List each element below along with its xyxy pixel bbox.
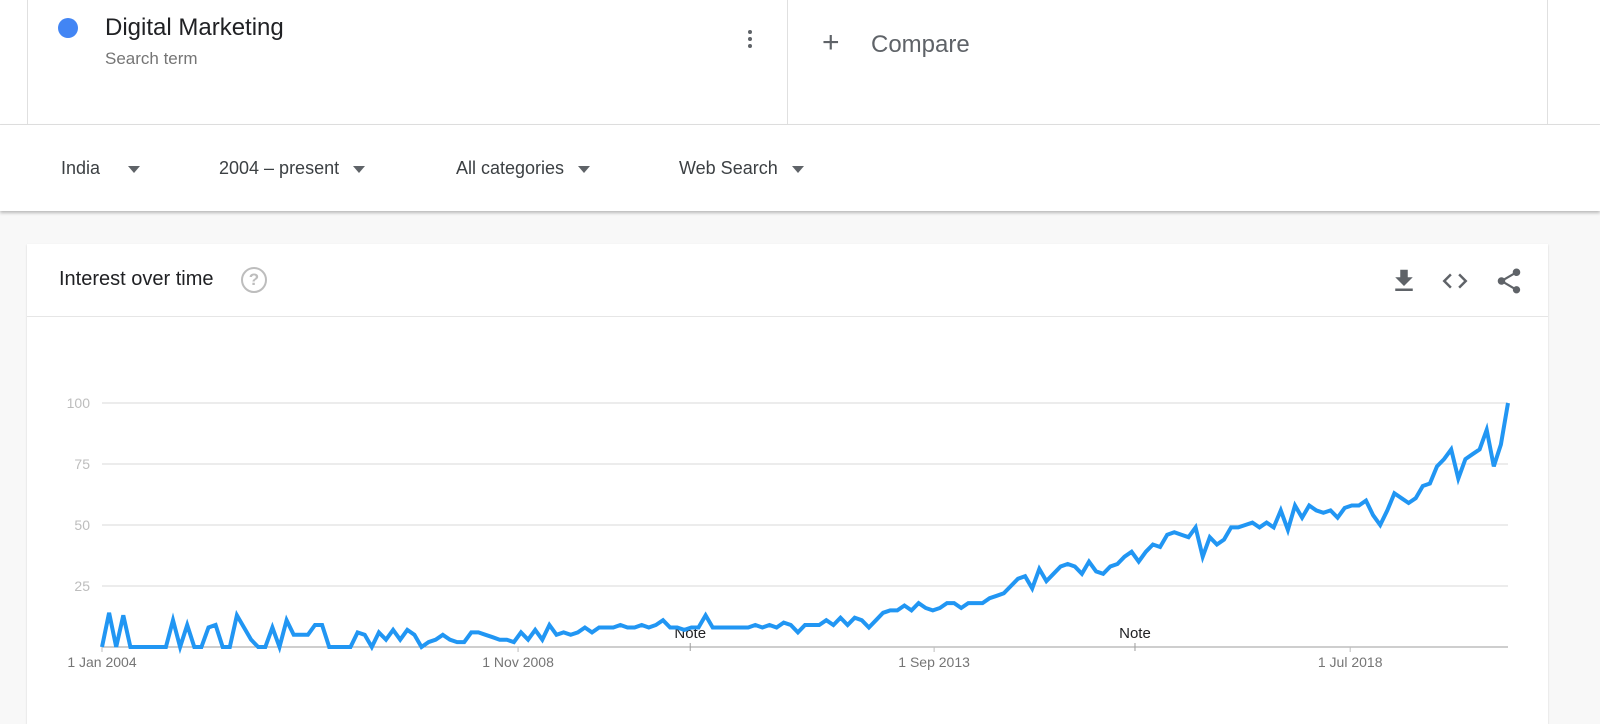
card-header: Interest over time ?: [27, 244, 1548, 317]
interest-over-time-card: Interest over time ? 25 50 75 100 1 Jan 2004…: [27, 244, 1548, 724]
interest-line-chart: 25 50 75 100 1 Jan 2004 1 Nov 2008 1 Sep 2013 1…: [67, 395, 1510, 670]
category-dropdown[interactable]: All categories: [456, 158, 591, 179]
y-tick-label: 75: [74, 456, 90, 472]
x-tick-label: 1 Jan 2004: [67, 654, 136, 670]
more-vert-icon[interactable]: [744, 28, 756, 54]
y-tick-label: 50: [74, 517, 90, 533]
time-range-label: 2004 – present: [219, 158, 340, 178]
x-tick-label: 1 Sep 2013: [898, 654, 970, 670]
y-tick-label: 25: [74, 578, 90, 594]
plus-icon: +: [822, 26, 840, 59]
search-term-subtitle: Search term: [105, 49, 198, 68]
filter-bar: India 2004 – present All categories Web …: [0, 125, 1600, 211]
search-term-bar: Digital Marketing Search term + Compare: [0, 0, 1600, 125]
dropdown-arrow-icon: [353, 165, 366, 173]
x-tick-label: 1 Nov 2008: [482, 654, 554, 670]
time-range-dropdown[interactable]: 2004 – present: [219, 158, 366, 179]
y-tick-label: 100: [67, 395, 91, 411]
dropdown-arrow-icon: [791, 165, 804, 173]
embed-code-icon[interactable]: [1440, 266, 1470, 296]
x-tick-label: 1 Jul 2018: [1318, 654, 1383, 670]
help-icon[interactable]: ?: [241, 267, 267, 293]
note-annotation: Note: [1119, 625, 1151, 642]
share-icon[interactable]: [1494, 266, 1524, 296]
search-type-dropdown[interactable]: Web Search: [679, 158, 804, 179]
compare-label: Compare: [871, 31, 970, 58]
series-color-dot: [58, 18, 78, 38]
download-icon[interactable]: [1389, 266, 1419, 296]
dropdown-arrow-icon: [578, 165, 591, 173]
category-label: All categories: [456, 158, 565, 178]
series-line: [100, 402, 1510, 655]
region-label: India: [61, 158, 101, 178]
dropdown-arrow-icon: [128, 165, 141, 173]
search-term-name[interactable]: Digital Marketing: [105, 14, 284, 41]
compare-button[interactable]: + Compare: [788, 0, 1548, 125]
card-title: Interest over time: [59, 268, 214, 290]
region-dropdown[interactable]: India: [61, 158, 141, 179]
search-type-label: Web Search: [679, 158, 778, 178]
search-term-card[interactable]: Digital Marketing Search term: [27, 0, 788, 125]
